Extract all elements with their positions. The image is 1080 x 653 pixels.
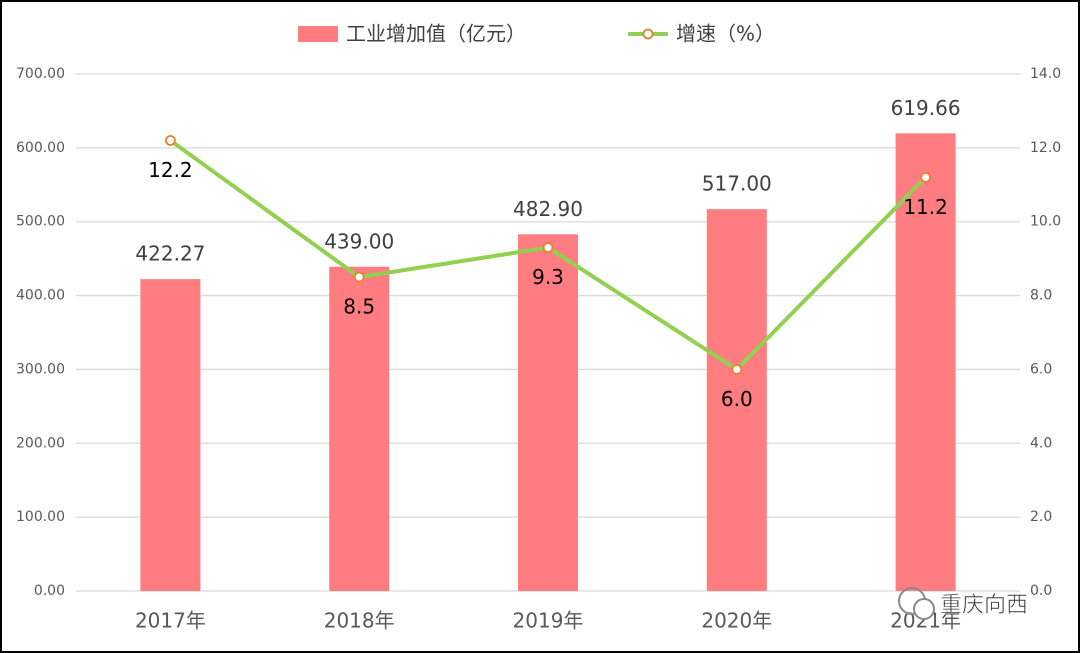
- y-tick-label: 0.00: [34, 583, 65, 599]
- line-marker: [731, 364, 743, 375]
- bar-value-label: 619.66: [891, 96, 961, 120]
- legend-marker: [642, 28, 654, 40]
- y-tick-label: 300.00: [16, 361, 65, 377]
- line-value-label: 8.5: [343, 295, 375, 319]
- y2-tick-label: 0.0: [1030, 583, 1052, 599]
- bar: [140, 279, 201, 591]
- x-tick-label: 2017年: [135, 609, 206, 633]
- y2-tick-label: 12.0: [1030, 140, 1061, 156]
- y-tick-label: 100.00: [16, 509, 65, 525]
- bar-value-label: 517.00: [702, 172, 772, 196]
- line-marker: [353, 271, 365, 283]
- y2-tick-label: 6.0: [1030, 361, 1052, 377]
- y2-tick-label: 4.0: [1030, 435, 1052, 451]
- line-marker: [542, 242, 554, 253]
- line-value-label: 9.3: [532, 265, 564, 289]
- y-tick-label: 400.00: [16, 288, 65, 304]
- y-tick-label: 700.00: [16, 66, 65, 82]
- x-tick-label: 2018年: [324, 609, 395, 633]
- x-tick-label: 2020年: [701, 609, 772, 633]
- y2-tick-label: 10.0: [1030, 214, 1061, 230]
- line-value-label: 6.0: [721, 387, 753, 411]
- legend-label: 增速（%）: [676, 22, 775, 46]
- y2-tick-label: 8.0: [1030, 288, 1052, 304]
- y-tick-label: 600.00: [16, 140, 65, 156]
- y-tick-label: 200.00: [16, 435, 65, 451]
- y2-tick-label: 2.0: [1030, 509, 1052, 525]
- line-value-label: 12.2: [148, 158, 193, 182]
- bar: [329, 266, 390, 591]
- watermark-icon: [913, 598, 935, 620]
- bar-value-label: 439.00: [324, 229, 394, 253]
- bar: [518, 234, 578, 591]
- line-value-label: 11.2: [903, 195, 948, 219]
- bar: [706, 209, 767, 591]
- bar-value-label: 422.27: [135, 242, 205, 266]
- bar-value-label: 482.90: [513, 197, 583, 221]
- y-tick-label: 500.00: [16, 214, 65, 230]
- y2-tick-label: 14.0: [1030, 66, 1061, 82]
- line-marker: [164, 135, 176, 146]
- bar: [895, 133, 956, 591]
- legend-swatch: [298, 26, 338, 42]
- line-marker: [920, 171, 931, 183]
- watermark: 重庆向西: [940, 593, 1028, 618]
- legend-label: 工业增加值（亿元）: [346, 22, 526, 46]
- x-tick-label: 2019年: [513, 609, 584, 633]
